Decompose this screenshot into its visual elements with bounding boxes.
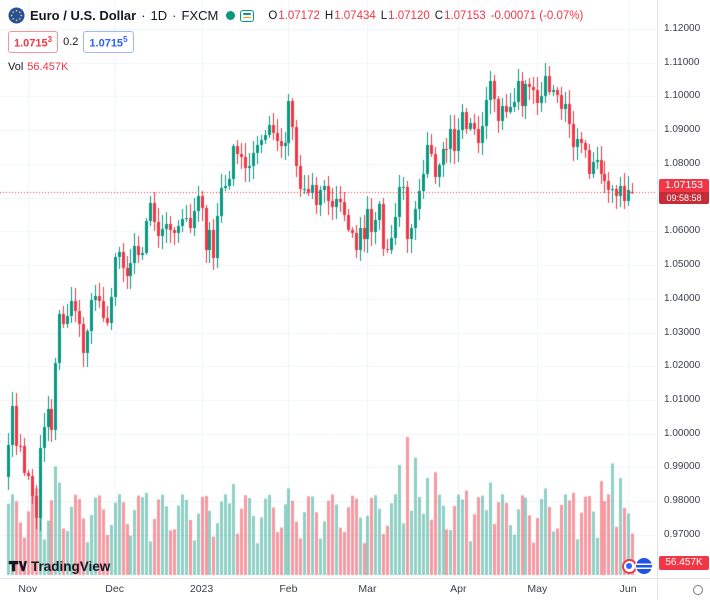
title-separator: · <box>141 8 146 23</box>
high-label: H <box>324 9 334 22</box>
price-axis[interactable]: 1.120001.110001.100001.090001.080001.070… <box>657 0 710 578</box>
price-tick-label: 1.12000 <box>664 23 701 34</box>
axis-corner <box>657 578 710 600</box>
tradingview-logo[interactable]: TradingView <box>8 557 110 576</box>
data-provider-logo-icon[interactable] <box>635 557 653 575</box>
open-value: 1.07172 <box>278 9 320 22</box>
last-price-badge: 1.07153 09:58:58 <box>659 179 709 205</box>
price-tick-label: 0.99000 <box>664 461 701 473</box>
time-tick-label: Jun <box>619 583 637 595</box>
eu-flag-icon <box>8 7 25 24</box>
low-label: L <box>380 9 388 22</box>
open-label: O <box>268 9 278 22</box>
volume-readout: Vol 56.457K <box>8 61 583 73</box>
volume-value: 56.457K <box>27 60 69 73</box>
price-tick-label: 0.97000 <box>664 528 701 540</box>
chart-canvas[interactable] <box>0 0 657 577</box>
price-tick-label: 1.11000 <box>664 56 700 68</box>
time-axis[interactable]: Nov Dec 2023 Feb Mar Apr May Jun <box>0 578 657 600</box>
price-tick-label: 1.00000 <box>664 427 701 439</box>
price-tick-label: 1.04000 <box>664 292 701 304</box>
spread-label: 0.2 <box>63 35 79 48</box>
legend-menu-icon[interactable] <box>240 9 255 22</box>
time-tick-label: Feb <box>279 583 298 595</box>
tradingview-mark-icon <box>8 560 27 572</box>
fxcm-logo-icon[interactable] <box>622 559 637 574</box>
tradingview-wordmark: TradingView <box>31 559 111 574</box>
volume-axis-badge: 56.457K <box>659 556 709 570</box>
bid-sup-digit: 3 <box>47 35 53 44</box>
bar-countdown: 09:58:58 <box>659 192 709 205</box>
close-value: 1.07153 <box>444 9 486 22</box>
time-tick-label: Dec <box>105 583 124 595</box>
price-tick-label: 1.01000 <box>664 394 701 406</box>
interval-label[interactable]: 1D <box>150 8 168 23</box>
timezone-settings-icon[interactable] <box>693 584 703 595</box>
time-tick-label: Apr <box>450 583 467 595</box>
price-tick-label: 1.10000 <box>664 90 701 102</box>
price-tick-label: 1.05000 <box>664 259 701 271</box>
time-tick-label: Mar <box>358 583 377 595</box>
ask-sup-digit: 5 <box>123 35 128 44</box>
price-tick-label: 1.06000 <box>664 225 701 237</box>
change-value: -0.00071 (-0.07%) <box>490 9 584 22</box>
ask-price-button[interactable]: 1.07155 <box>83 31 134 53</box>
market-status-dot-icon[interactable] <box>226 11 236 20</box>
time-tick-label: May <box>527 583 548 595</box>
price-tick-label: 1.09000 <box>664 124 701 136</box>
time-tick-label: 2023 <box>189 583 214 595</box>
provider-logos <box>620 556 658 576</box>
title-separator-2: · <box>172 8 177 23</box>
symbol-title[interactable]: Euro / U.S. Dollar <box>30 8 137 23</box>
close-label: C <box>434 9 444 22</box>
volume-label: Vol <box>8 60 24 73</box>
high-value: 1.07434 <box>334 9 376 22</box>
ohlc-readout: O 1.07172 H 1.07434 L 1.07120 C 1.07153 -0.0… <box>268 10 583 22</box>
price-tick-label: 1.08000 <box>664 157 701 169</box>
chart-legend: Euro / U.S. Dollar · 1D · FXCM O 1.07172 … <box>8 7 583 73</box>
price-tick-label: 0.98000 <box>664 495 701 507</box>
bid-price-button[interactable]: 1.07153 <box>8 31 59 53</box>
last-price-value: 1.07153 <box>665 179 703 192</box>
price-tick-label: 1.03000 <box>664 326 701 338</box>
time-tick-label: Nov <box>18 583 38 595</box>
price-tick-label: 1.02000 <box>664 360 701 372</box>
exchange-label[interactable]: FXCM <box>181 8 219 23</box>
low-value: 1.07120 <box>388 9 430 22</box>
